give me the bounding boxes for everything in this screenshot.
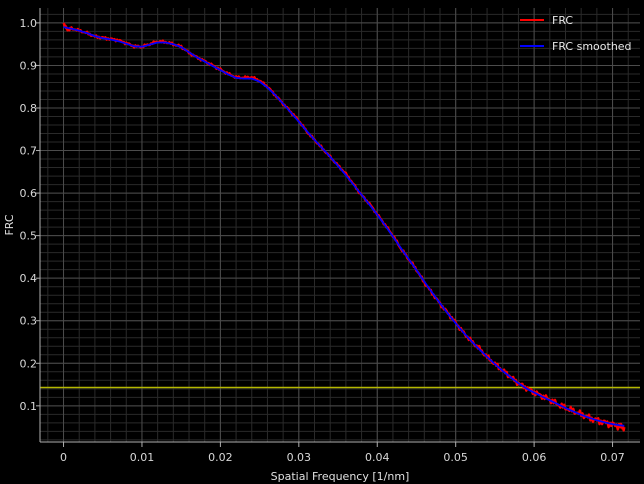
x-tick-label: 0.03 (287, 451, 312, 464)
y-tick-label: 1.0 (20, 17, 38, 30)
x-tick-label: 0.01 (130, 451, 155, 464)
y-tick-label: 0.9 (20, 59, 38, 72)
y-tick-label: 0.5 (20, 230, 38, 243)
y-tick-label: 0.8 (20, 102, 38, 115)
y-tick-label: 0.6 (20, 187, 38, 200)
y-tick-label: 0.1 (20, 400, 38, 413)
x-tick-label: 0.07 (600, 451, 625, 464)
y-tick-label: 0.2 (20, 357, 38, 370)
x-tick-label: 0.02 (208, 451, 233, 464)
series-layer (62, 22, 626, 432)
axes (39, 8, 640, 443)
y-tick-label: 0.4 (20, 272, 38, 285)
y-tick-label: 0.7 (20, 145, 38, 158)
legend: FRC FRC smoothed (520, 14, 632, 53)
x-axis-label: Spatial Frequency [1/nm] (271, 470, 410, 483)
x-tick-label: 0.05 (443, 451, 468, 464)
legend-label-frc-smoothed: FRC smoothed (552, 40, 632, 53)
x-tick-label: 0.04 (365, 451, 390, 464)
series-line-frc-smoothed (63, 26, 625, 427)
y-ticks: 0.1 0.2 0.3 0.4 0.5 0.6 0.7 0.8 0.9 1.0 (20, 17, 40, 413)
y-tick-label: 0.3 (20, 315, 38, 328)
x-tick-label: 0 (60, 451, 67, 464)
x-ticks: 0 0.01 0.02 0.03 0.04 0.05 0.06 0.07 (60, 442, 625, 464)
x-tick-label: 0.06 (522, 451, 547, 464)
legend-label-frc: FRC (552, 14, 573, 27)
major-grid (40, 8, 640, 442)
y-axis-label: FRC (3, 214, 16, 235)
